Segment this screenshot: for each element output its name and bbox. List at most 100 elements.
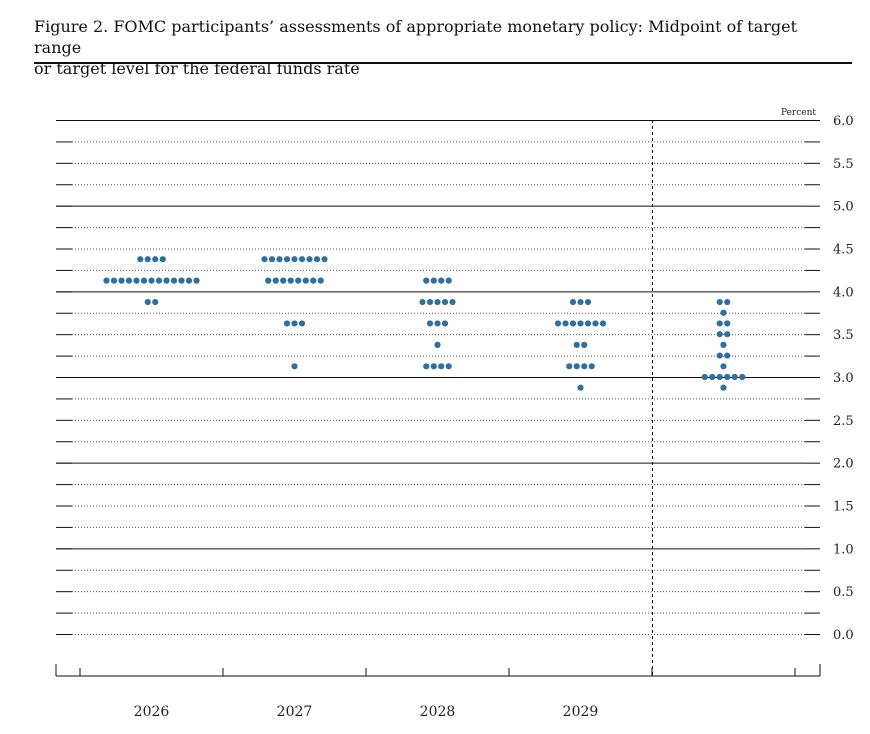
x-category-label: 2026	[134, 704, 170, 720]
participant-dot	[434, 341, 441, 348]
participant-dot	[592, 320, 599, 327]
y-tick-label: 2.0	[833, 457, 854, 472]
participant-dot	[317, 277, 324, 284]
y-tick-label: 5.0	[833, 200, 854, 215]
participant-dot	[283, 320, 291, 327]
participant-dot	[720, 341, 727, 348]
y-tick-label: 4.5	[833, 243, 854, 258]
participant-dot	[291, 320, 298, 327]
participant-dot	[280, 277, 287, 284]
y-tick-label: 1.5	[833, 500, 854, 515]
participant-dot	[426, 298, 434, 306]
y-tick-labels: 6.0 5.5 5.0 4.5 4.0 3.5 3.0 2.5 2.0 1.5 1.0 0.5 0.0	[833, 114, 854, 643]
dots-layer	[103, 256, 746, 391]
participant-dot	[716, 352, 723, 359]
x-category-label: 2028	[420, 704, 456, 720]
participant-dot	[313, 256, 321, 263]
x-category-label: 2027	[277, 704, 313, 720]
participant-dot	[720, 384, 727, 391]
y-tick-label: 0.0	[833, 628, 854, 643]
participant-dot	[739, 373, 746, 381]
participant-dot	[423, 277, 430, 284]
participant-dot	[588, 363, 595, 370]
y-tick-label: 6.0	[833, 114, 854, 129]
participant-dot	[426, 320, 434, 327]
participant-dot	[720, 309, 727, 316]
participant-dot	[125, 277, 133, 284]
participant-dot	[155, 277, 163, 284]
participant-dot	[434, 298, 441, 306]
participant-dot	[709, 373, 716, 381]
participant-dot	[573, 363, 580, 370]
participant-dot	[724, 373, 731, 381]
x-category-label: 2029	[563, 704, 599, 720]
participant-dot	[701, 373, 708, 381]
participant-dot	[144, 298, 151, 306]
participant-dot	[569, 320, 577, 327]
participant-dot	[554, 320, 562, 327]
participant-dot	[599, 320, 607, 327]
participant-dot	[438, 363, 445, 370]
participant-dot	[434, 320, 441, 327]
participant-dot	[419, 298, 426, 306]
participant-dot	[577, 384, 584, 391]
participant-dot	[310, 277, 317, 284]
participant-dot	[287, 277, 294, 284]
y-tick-label: 2.5	[833, 414, 854, 429]
participant-dot	[152, 298, 159, 306]
participant-dot	[716, 320, 723, 327]
participant-dot	[302, 277, 309, 284]
participant-dot	[569, 298, 577, 306]
participant-dot	[178, 277, 185, 284]
participant-dot	[438, 277, 445, 284]
participant-dot	[577, 298, 584, 306]
participant-dot	[445, 277, 452, 284]
participant-dot	[573, 341, 580, 348]
participant-dot	[291, 363, 298, 370]
participant-dot	[731, 373, 738, 381]
participant-dot	[295, 277, 302, 284]
participant-dot	[265, 277, 272, 284]
participant-dot	[724, 320, 731, 327]
participant-dot	[716, 298, 723, 306]
participant-dot	[562, 320, 569, 327]
participant-dot	[423, 363, 430, 370]
participant-dot	[144, 256, 151, 263]
participant-dot	[584, 298, 592, 306]
participant-dot	[716, 373, 723, 381]
participant-dot	[321, 256, 328, 263]
participant-dot	[272, 277, 279, 284]
grid-layer	[56, 120, 820, 635]
participant-dot	[584, 320, 592, 327]
y-tick-label: 5.5	[833, 157, 854, 172]
participant-dot	[103, 277, 110, 284]
participant-dot	[581, 363, 588, 370]
y-tick-label: 4.0	[833, 285, 854, 300]
participant-dot	[159, 256, 166, 263]
participant-dot	[724, 331, 731, 338]
participant-dot	[298, 256, 306, 263]
participant-dot	[720, 363, 727, 370]
participant-dot	[118, 277, 125, 284]
participant-dot	[268, 256, 276, 263]
x-axis: 2026 2027 2028 2029	[55, 120, 821, 720]
participant-dot	[449, 298, 456, 306]
y-tick-label: 1.0	[833, 542, 854, 557]
participant-dot	[724, 352, 731, 359]
participant-dot	[441, 298, 449, 306]
title-rule	[34, 62, 852, 64]
y-tick-label: 0.5	[833, 585, 854, 600]
y-tick-label: 3.0	[833, 371, 854, 386]
participant-dot	[110, 277, 118, 284]
participant-dot	[566, 363, 573, 370]
participant-dot	[185, 277, 193, 284]
participant-dot	[283, 256, 291, 263]
participant-dot	[140, 277, 148, 284]
participant-dot	[193, 277, 200, 284]
participant-dot	[430, 363, 437, 370]
participant-dot	[724, 298, 731, 306]
participant-dot	[445, 363, 452, 370]
participant-dot	[716, 331, 723, 338]
participant-dot	[581, 341, 588, 348]
